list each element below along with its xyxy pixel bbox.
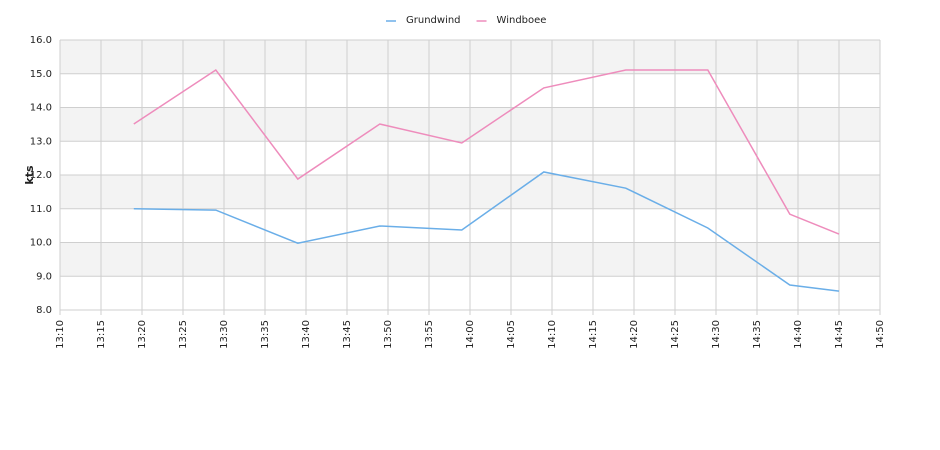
- y-tick-label: 15.0: [30, 69, 52, 80]
- x-tick-label: 14:10: [547, 320, 558, 349]
- x-tick-label: 14:15: [588, 320, 599, 349]
- x-tick-label: 13:30: [219, 320, 230, 349]
- x-tick-label: 13:10: [55, 320, 66, 349]
- x-tick-label: 14:25: [670, 320, 681, 349]
- x-tick-label: 13:40: [301, 320, 312, 349]
- x-tick-label: 14:05: [506, 320, 517, 349]
- x-tick-label: 14:30: [711, 320, 722, 349]
- y-tick-label: 9.0: [36, 271, 52, 282]
- x-tick-label: 13:35: [260, 320, 271, 349]
- x-tick-label: 13:20: [137, 320, 148, 349]
- x-tick-label: 14:20: [629, 320, 640, 349]
- x-tick-label: 14:35: [752, 320, 763, 349]
- series-line: [133, 171, 840, 292]
- legend-label: Windboee: [497, 15, 547, 26]
- y-tick-label: 16.0: [30, 35, 52, 46]
- x-tick-label: 14:45: [834, 320, 845, 349]
- x-tick-label: 13:55: [424, 320, 435, 349]
- series-line: [133, 69, 840, 235]
- y-tick-label: 11.0: [30, 204, 52, 215]
- y-tick-label: 12.0: [30, 170, 52, 181]
- y-tick-label: 14.0: [30, 103, 52, 114]
- legend-label: Grundwind: [406, 15, 461, 26]
- x-tick-label: 14:50: [875, 320, 886, 349]
- x-tick-label: 13:45: [342, 320, 353, 349]
- x-tick-label: 14:40: [793, 320, 804, 349]
- y-tick-label: 10.0: [30, 238, 52, 249]
- x-tick-label: 13:25: [178, 320, 189, 349]
- y-axis-label: kts: [23, 165, 36, 185]
- y-tick-label: 8.0: [36, 305, 52, 316]
- x-tick-label: 14:00: [465, 320, 476, 349]
- x-tick-label: 13:50: [383, 320, 394, 349]
- x-tick-label: 13:15: [96, 320, 107, 349]
- y-tick-label: 13.0: [30, 136, 52, 147]
